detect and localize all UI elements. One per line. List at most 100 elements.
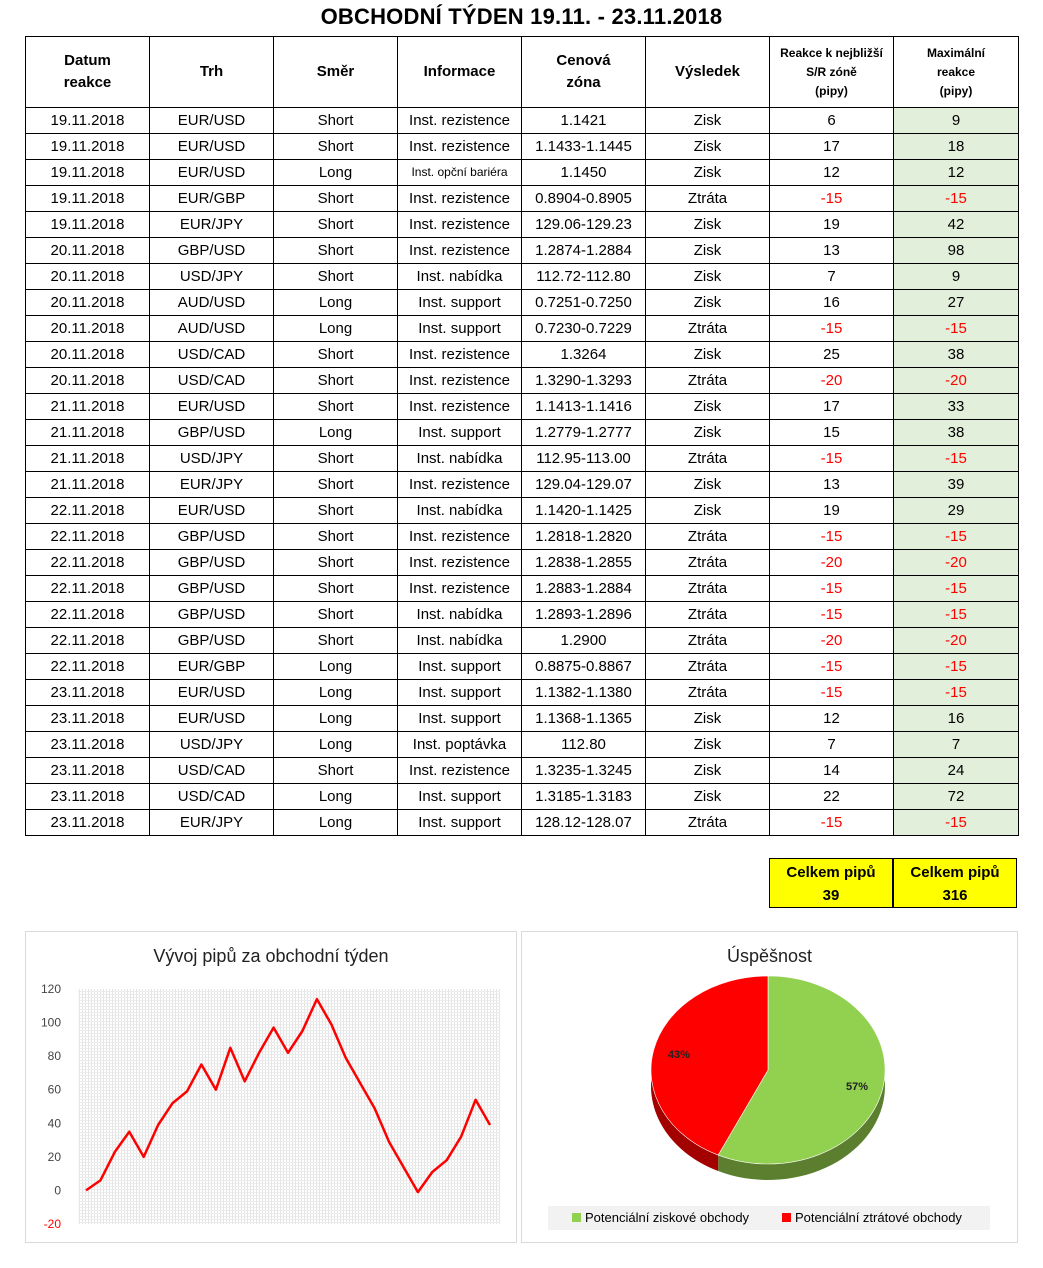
cell-date: 22.11.2018 xyxy=(25,497,150,524)
cell-reaction: 19 xyxy=(769,497,894,524)
cell-result: Zisk xyxy=(645,133,770,160)
cell-max-reaction: 9 xyxy=(893,107,1019,134)
cell-date: 22.11.2018 xyxy=(25,601,150,628)
cell-market: EUR/GBP xyxy=(149,185,274,212)
cell-market: GBP/USD xyxy=(149,575,274,602)
cell-zone: 1.3264 xyxy=(521,341,646,368)
cell-info: Inst. rezistence xyxy=(397,549,522,576)
cell-info: Inst. support xyxy=(397,809,522,836)
cell-reaction: -15 xyxy=(769,653,894,680)
table-row: 21.11.2018 GBP/USD Long Inst. support 1.2779… xyxy=(25,419,1019,446)
cell-info: Inst. rezistence xyxy=(397,575,522,602)
table-row: 22.11.2018 GBP/USD Short Inst. rezistence 1.… xyxy=(25,549,1019,576)
cell-info: Inst. nabídka xyxy=(397,601,522,628)
cell-result: Ztráta xyxy=(645,679,770,706)
cell-direction: Short xyxy=(273,549,398,576)
cell-info: Inst. rezistence xyxy=(397,523,522,550)
cell-result: Ztráta xyxy=(645,185,770,212)
cell-market: EUR/USD xyxy=(149,497,274,524)
table-row: 19.11.2018 EUR/USD Short Inst. rezistence 1.… xyxy=(25,133,1019,160)
cell-direction: Short xyxy=(273,237,398,264)
cell-zone: 1.1413-1.1416 xyxy=(521,393,646,420)
cell-direction: Long xyxy=(273,289,398,316)
cell-max-reaction: -15 xyxy=(893,575,1019,602)
cell-max-reaction: 24 xyxy=(893,757,1019,784)
cell-info: Inst. support xyxy=(397,419,522,446)
cell-market: EUR/JPY xyxy=(149,809,274,836)
cell-zone: 1.1382-1.1380 xyxy=(521,679,646,706)
cell-result: Zisk xyxy=(645,783,770,810)
y-tick-label: -20 xyxy=(44,1217,62,1231)
cell-info: Inst. rezistence xyxy=(397,757,522,784)
cell-result: Zisk xyxy=(645,757,770,784)
header-market: Trh xyxy=(149,36,274,108)
cell-info: Inst. rezistence xyxy=(397,471,522,498)
y-tick-label: 100 xyxy=(41,1016,61,1030)
total-reaction-label: Celkem pipů xyxy=(786,864,876,881)
total-max-cell: Celkem pipů 316 xyxy=(893,858,1017,908)
cell-zone: 1.2818-1.2820 xyxy=(521,523,646,550)
line-chart-title: Vývoj pipů za obchodní týden xyxy=(153,946,389,966)
cell-reaction: -15 xyxy=(769,575,894,602)
cell-zone: 1.2893-1.2896 xyxy=(521,601,646,628)
cell-info: Inst. nabídka xyxy=(397,263,522,290)
pie-slice-win xyxy=(717,975,886,1165)
cell-info: Inst. support xyxy=(397,783,522,810)
table-row: 23.11.2018 USD/CAD Long Inst. support 1.3185… xyxy=(25,783,1019,810)
header-result: Výsledek xyxy=(645,36,770,108)
y-tick-label: 0 xyxy=(54,1183,61,1197)
series-line xyxy=(85,997,492,1194)
cell-date: 20.11.2018 xyxy=(25,237,150,264)
cell-reaction: 13 xyxy=(769,237,894,264)
cell-result: Zisk xyxy=(645,107,770,134)
cell-max-reaction: -15 xyxy=(893,679,1019,706)
cell-zone: 112.95-113.00 xyxy=(521,445,646,472)
cell-zone: 112.72-112.80 xyxy=(521,263,646,290)
table-row: 23.11.2018 EUR/JPY Long Inst. support 128.12… xyxy=(25,809,1019,836)
cell-zone: 1.1433-1.1445 xyxy=(521,133,646,160)
cell-market: GBP/USD xyxy=(149,601,274,628)
cell-result: Ztráta xyxy=(645,549,770,576)
cell-result: Zisk xyxy=(645,263,770,290)
cell-date: 21.11.2018 xyxy=(25,419,150,446)
cell-reaction: -15 xyxy=(769,445,894,472)
cell-market: USD/CAD xyxy=(149,757,274,784)
cell-date: 21.11.2018 xyxy=(25,471,150,498)
cell-reaction: 17 xyxy=(769,393,894,420)
pie-data-label: 57% xyxy=(846,1081,868,1093)
cell-date: 23.11.2018 xyxy=(25,705,150,732)
table-row: 22.11.2018 EUR/GBP Long Inst. support 0.8875… xyxy=(25,653,1019,680)
cell-max-reaction: -20 xyxy=(893,549,1019,576)
cell-direction: Short xyxy=(273,627,398,654)
cell-result: Zisk xyxy=(645,289,770,316)
cell-zone: 128.12-128.07 xyxy=(521,809,646,836)
cell-zone: 1.2874-1.2884 xyxy=(521,237,646,264)
cell-direction: Long xyxy=(273,731,398,758)
cell-date: 22.11.2018 xyxy=(25,549,150,576)
cell-date: 19.11.2018 xyxy=(25,211,150,238)
cell-reaction: 25 xyxy=(769,341,894,368)
cell-date: 19.11.2018 xyxy=(25,159,150,186)
cell-max-reaction: 29 xyxy=(893,497,1019,524)
cell-info: Inst. poptávka xyxy=(397,731,522,758)
cell-max-reaction: -20 xyxy=(893,627,1019,654)
cell-info: Inst. support xyxy=(397,289,522,316)
cell-market: EUR/USD xyxy=(149,679,274,706)
plot-area xyxy=(78,989,500,1224)
cell-result: Ztráta xyxy=(645,367,770,394)
cell-zone: 1.1421 xyxy=(521,107,646,134)
cell-zone: 1.1368-1.1365 xyxy=(521,705,646,732)
cell-zone: 0.7230-0.7229 xyxy=(521,315,646,342)
cell-date: 20.11.2018 xyxy=(25,367,150,394)
cell-date: 20.11.2018 xyxy=(25,289,150,316)
table-row: 19.11.2018 EUR/USD Long Inst. opční bariéra… xyxy=(25,159,1019,186)
cell-reaction: -15 xyxy=(769,809,894,836)
cell-info: Inst. rezistence xyxy=(397,211,522,238)
cell-market: AUD/USD xyxy=(149,315,274,342)
pie-chart: 57% 43% xyxy=(650,975,886,1180)
cell-max-reaction: -15 xyxy=(893,315,1019,342)
cell-market: EUR/JPY xyxy=(149,211,274,238)
cell-result: Ztráta xyxy=(645,445,770,472)
cell-zone: 129.04-129.07 xyxy=(521,471,646,498)
cell-direction: Long xyxy=(273,653,398,680)
